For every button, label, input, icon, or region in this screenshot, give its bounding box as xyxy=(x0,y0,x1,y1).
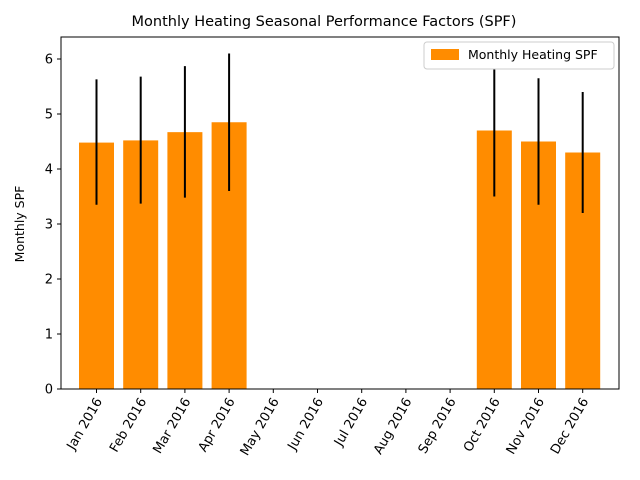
x-tick-label: Sep 2016 xyxy=(416,396,460,457)
bars-group xyxy=(79,122,601,389)
y-tick-label: 4 xyxy=(45,163,53,178)
x-tick-label: Apr 2016 xyxy=(196,396,239,455)
y-tick-label: 5 xyxy=(45,108,53,123)
y-tick-label: 3 xyxy=(45,218,53,233)
y-tick-label: 6 xyxy=(45,53,53,68)
plot-frame xyxy=(60,36,620,390)
x-tick-label: Jun 2016 xyxy=(285,396,327,454)
y-tick-label: 0 xyxy=(45,383,53,398)
x-tick-label: Dec 2016 xyxy=(548,396,592,458)
x-tick-label: Aug 2016 xyxy=(371,396,415,458)
y-axis: 0 1 2 3 4 5 6 xyxy=(45,53,61,398)
legend: Monthly Heating SPF xyxy=(423,41,615,70)
x-tick-label: Mar 2016 xyxy=(150,396,194,457)
error-bars-group xyxy=(95,53,584,213)
legend-box xyxy=(423,41,615,70)
x-tick-label: Oct 2016 xyxy=(461,396,504,455)
x-tick-label: May 2016 xyxy=(238,396,283,459)
x-tick-label: Jan 2016 xyxy=(64,396,106,454)
chart-title: Monthly Heating Seasonal Performance Fac… xyxy=(132,14,517,30)
y-axis-label: Monthly SPF xyxy=(12,186,27,263)
x-tick-label: Nov 2016 xyxy=(504,396,548,458)
x-tick-label: Jul 2016 xyxy=(331,396,371,450)
y-tick-label: 2 xyxy=(45,273,53,288)
x-tick-label: Feb 2016 xyxy=(107,396,150,456)
y-tick-label: 1 xyxy=(45,328,53,343)
legend-swatch xyxy=(431,49,459,60)
x-axis: Jan 2016 Feb 2016 Mar 2016 Apr 2016 May 2016… xyxy=(64,389,592,459)
legend-label: Monthly Heating SPF xyxy=(468,47,598,62)
